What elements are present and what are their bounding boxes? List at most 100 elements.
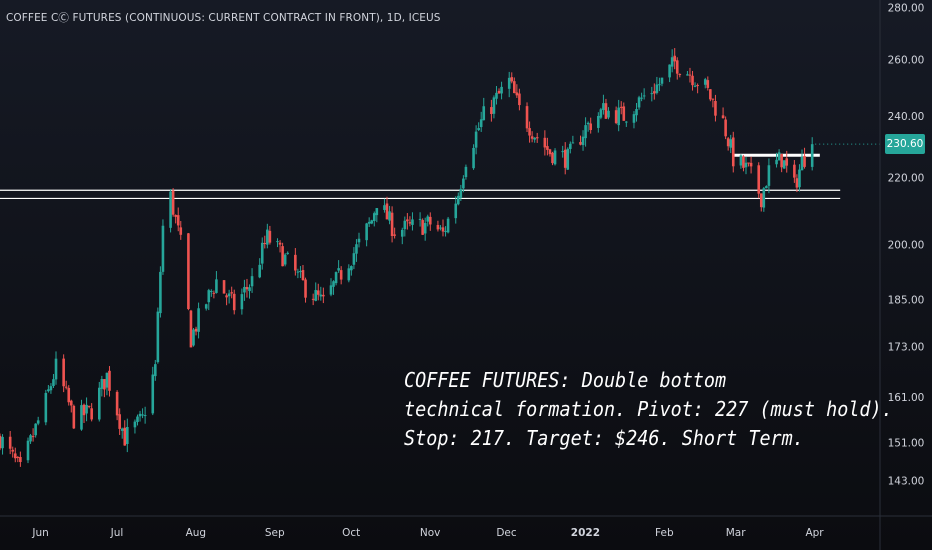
candle-body <box>472 147 475 169</box>
candle-body <box>597 115 600 128</box>
candle-body <box>44 392 48 423</box>
candle-body <box>602 103 605 111</box>
candle-body <box>479 119 483 128</box>
candle-body <box>126 426 129 444</box>
candle-body <box>138 413 142 417</box>
candle-body <box>757 165 761 194</box>
candle-body <box>189 310 193 348</box>
candle-body <box>533 137 536 140</box>
candle-body <box>299 271 302 273</box>
candle-body <box>546 146 549 150</box>
candle-body <box>276 241 279 243</box>
candle-body <box>653 91 656 94</box>
candle-body <box>709 89 712 100</box>
candle-body <box>82 404 86 416</box>
candle-body <box>711 98 715 100</box>
candle-body <box>428 216 432 225</box>
candle-body <box>742 156 745 168</box>
candle-body <box>441 227 445 232</box>
candle-body <box>581 136 585 146</box>
candle-body <box>444 230 447 232</box>
candle-body <box>355 244 358 254</box>
candle-body <box>301 270 305 281</box>
candle-body <box>686 74 689 76</box>
candle-body <box>739 155 743 166</box>
candle-body <box>13 453 17 459</box>
candle-body <box>759 193 763 208</box>
candle-body <box>87 405 91 407</box>
x-tick-label: Aug <box>186 527 207 539</box>
candle-body <box>625 121 628 123</box>
candle-body <box>294 254 297 271</box>
candle-body <box>143 415 147 417</box>
candle-body <box>446 218 450 233</box>
candle-body <box>655 84 659 93</box>
candle-body <box>747 162 750 164</box>
candle-body <box>222 280 226 294</box>
candle-body <box>693 85 697 87</box>
candle-body <box>69 400 73 406</box>
candle-body <box>319 294 323 297</box>
candle-body <box>322 294 325 297</box>
x-tick-label: Sep <box>265 527 285 539</box>
candle-body <box>85 404 88 414</box>
candle-body <box>688 74 692 76</box>
candle-body <box>749 162 753 167</box>
candle-body <box>775 159 778 165</box>
candle-body <box>370 220 374 224</box>
candle-body <box>561 151 564 153</box>
candles <box>0 48 880 467</box>
candle-body <box>640 97 643 99</box>
y-tick-label: 260.00 <box>888 55 925 67</box>
candle-body <box>406 219 409 222</box>
candle-body <box>803 156 806 167</box>
annotation-line-2: technical formation. Pivot: 227 (must ho… <box>404 397 893 421</box>
candle-body <box>367 221 371 224</box>
candle-body <box>250 276 254 287</box>
candle-body <box>477 128 480 131</box>
candle-body <box>179 227 183 235</box>
candle-body <box>136 416 139 423</box>
y-tick-label: 161.00 <box>888 392 925 404</box>
candle-body <box>29 435 32 442</box>
candle-body <box>192 329 195 346</box>
candle-body <box>159 271 162 314</box>
candle-body <box>34 423 37 436</box>
candle-body <box>721 115 725 119</box>
candle-body <box>777 152 781 161</box>
x-tick-label: Dec <box>496 527 517 539</box>
candle-body <box>408 222 412 224</box>
y-tick-label: 151.00 <box>888 437 925 449</box>
candle-body <box>436 224 440 230</box>
candle-body <box>668 64 671 78</box>
candle-body <box>347 268 351 281</box>
candle-body <box>411 219 414 225</box>
candle-body <box>599 109 603 118</box>
candle-body <box>642 95 646 97</box>
x-tick-label: Jun <box>31 527 48 539</box>
candle-body <box>19 456 22 462</box>
y-tick-label: 280.00 <box>888 3 925 15</box>
candle-body <box>490 107 493 114</box>
candle-body <box>26 440 30 461</box>
candle-body <box>243 286 246 293</box>
candle-body <box>589 123 592 131</box>
candle-body <box>80 405 83 430</box>
candle-body <box>316 290 320 295</box>
candle-body <box>49 386 53 391</box>
candle-body <box>482 106 486 121</box>
candle-body <box>194 328 198 332</box>
candle-body <box>462 178 465 189</box>
candle-body <box>212 292 216 294</box>
candle-body <box>62 358 65 387</box>
candle-body <box>706 80 710 88</box>
x-tick-label: Mar <box>726 527 746 539</box>
candle-body <box>365 223 368 241</box>
candle-body <box>566 148 570 170</box>
candle-body <box>543 137 547 148</box>
candle-body <box>584 125 587 139</box>
candle-body <box>515 92 519 96</box>
x-tick-label: Oct <box>342 527 360 539</box>
